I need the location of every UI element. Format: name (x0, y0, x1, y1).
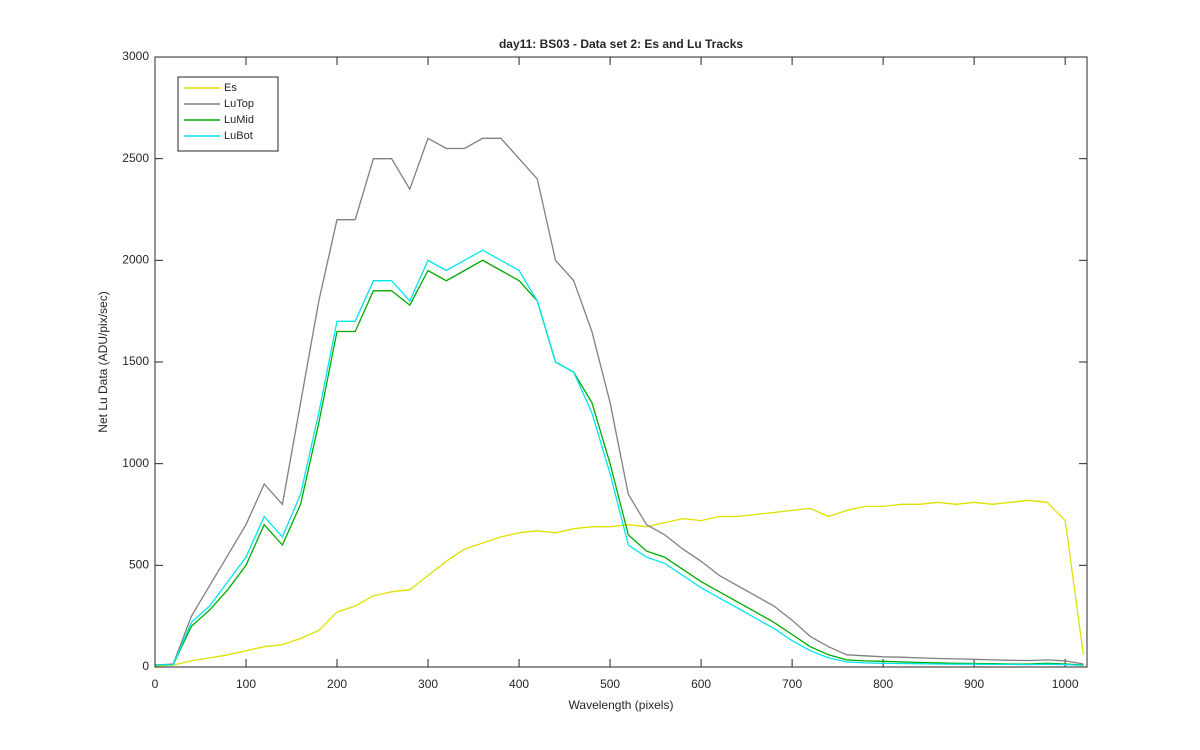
legend-box (177, 76, 279, 152)
x-tick-label: 900 (964, 677, 984, 691)
series-line (154, 259, 1084, 666)
y-tick-label: 2500 (122, 151, 149, 165)
x-axis-label: Wavelength (pixels) (569, 698, 674, 712)
legend-label: LuTop (224, 98, 254, 110)
x-tick-label: 300 (418, 677, 438, 691)
x-tick-label: 200 (327, 677, 347, 691)
x-tick-label: 500 (600, 677, 620, 691)
y-tick-label: 1000 (122, 456, 149, 470)
y-tick-label: 1500 (122, 354, 149, 368)
series-line (154, 137, 1084, 666)
legend-label: LuMid (224, 114, 254, 126)
x-tick-label: 100 (236, 677, 256, 691)
x-tick-label: 0 (152, 677, 159, 691)
x-tick-label: 1000 (1052, 677, 1079, 691)
x-tick-label: 400 (509, 677, 529, 691)
y-tick-label: 3000 (122, 49, 149, 63)
y-axis-label: Net Lu Data (ADU/pix/sec) (96, 291, 110, 432)
legend-label: Es (224, 82, 237, 94)
x-tick-label: 700 (782, 677, 802, 691)
series-line (154, 499, 1085, 667)
x-tick-label: 600 (691, 677, 711, 691)
x-tick-label: 800 (873, 677, 893, 691)
legend-label: LuBot (224, 130, 253, 142)
series-line (154, 249, 1084, 667)
chart-title: day11: BS03 - Data set 2: Es and Lu Trac… (499, 37, 743, 51)
y-tick-label: 2000 (122, 253, 149, 267)
y-tick-label: 500 (129, 558, 149, 572)
plot-frame (154, 56, 1088, 668)
y-tick-label: 0 (142, 659, 149, 673)
